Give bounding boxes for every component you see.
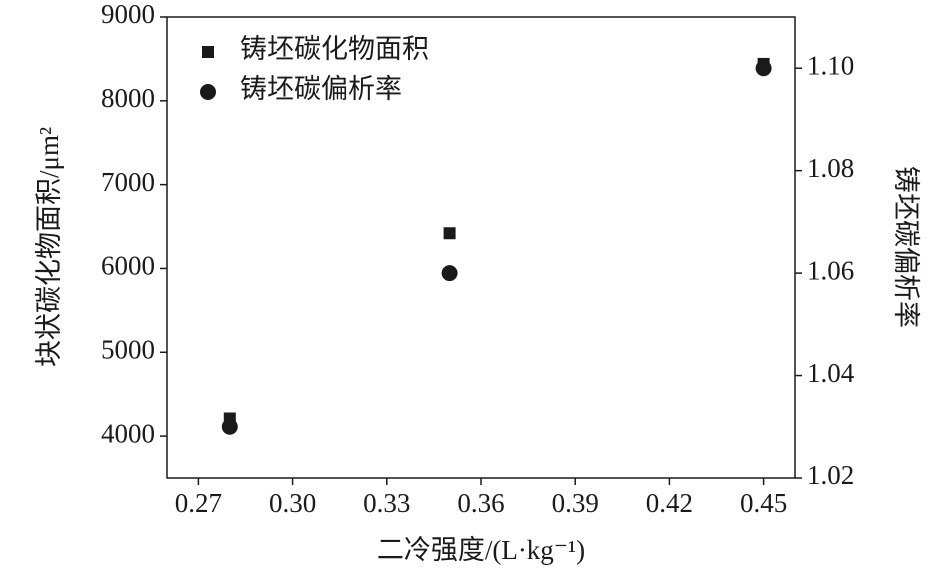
data-point — [443, 227, 456, 240]
y-tick-label: 9000 — [101, 0, 155, 29]
legend-marker — [200, 84, 216, 100]
x-tick-label: 0.42 — [646, 488, 693, 518]
y-tick-label: 7000 — [101, 167, 155, 197]
y2-tick-label: 1.10 — [807, 50, 854, 80]
legend-label: 铸坯碳化物面积 — [240, 34, 429, 64]
y2-tick-label: 1.04 — [807, 358, 855, 388]
y-tick-label: 6000 — [101, 251, 155, 281]
y-tick-label: 8000 — [101, 83, 155, 113]
x-tick-label: 0.30 — [269, 488, 316, 518]
data-point — [221, 418, 238, 435]
y2-tick-label: 1.08 — [807, 153, 854, 183]
x-tick-label: 0.39 — [552, 488, 599, 518]
y-axis-label: 块状碳化物面积/μm² — [34, 127, 64, 367]
y2-axis-label: 铸坯碳偏析率 — [891, 166, 921, 328]
x-axis-label: 二冷强度/(L·kg⁻¹) — [377, 535, 585, 565]
x-tick-label: 0.27 — [175, 488, 222, 518]
x-tick-label: 0.33 — [363, 488, 410, 518]
x-tick-label: 0.45 — [740, 488, 787, 518]
y-tick-label: 4000 — [101, 418, 155, 448]
y-tick-label: 5000 — [101, 334, 155, 364]
legend-marker — [202, 46, 214, 58]
y2-tick-label: 1.06 — [807, 255, 854, 285]
legend-label: 铸坯碳偏析率 — [240, 74, 402, 104]
data-point — [755, 60, 772, 77]
x-tick-label: 0.36 — [457, 488, 504, 518]
y2-tick-label: 1.02 — [807, 460, 854, 490]
data-point — [441, 265, 458, 282]
